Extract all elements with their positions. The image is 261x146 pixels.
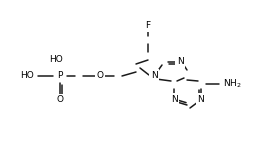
Text: N: N [177,58,183,66]
Text: NH$_2$: NH$_2$ [223,78,242,90]
Text: O: O [97,72,104,80]
Text: N: N [171,94,177,104]
Text: HO: HO [49,55,63,65]
Text: HO: HO [20,72,34,80]
Text: O: O [56,95,63,105]
Text: N: N [198,94,204,104]
Text: F: F [145,21,151,31]
Text: P: P [57,72,63,80]
Text: N: N [151,71,157,80]
